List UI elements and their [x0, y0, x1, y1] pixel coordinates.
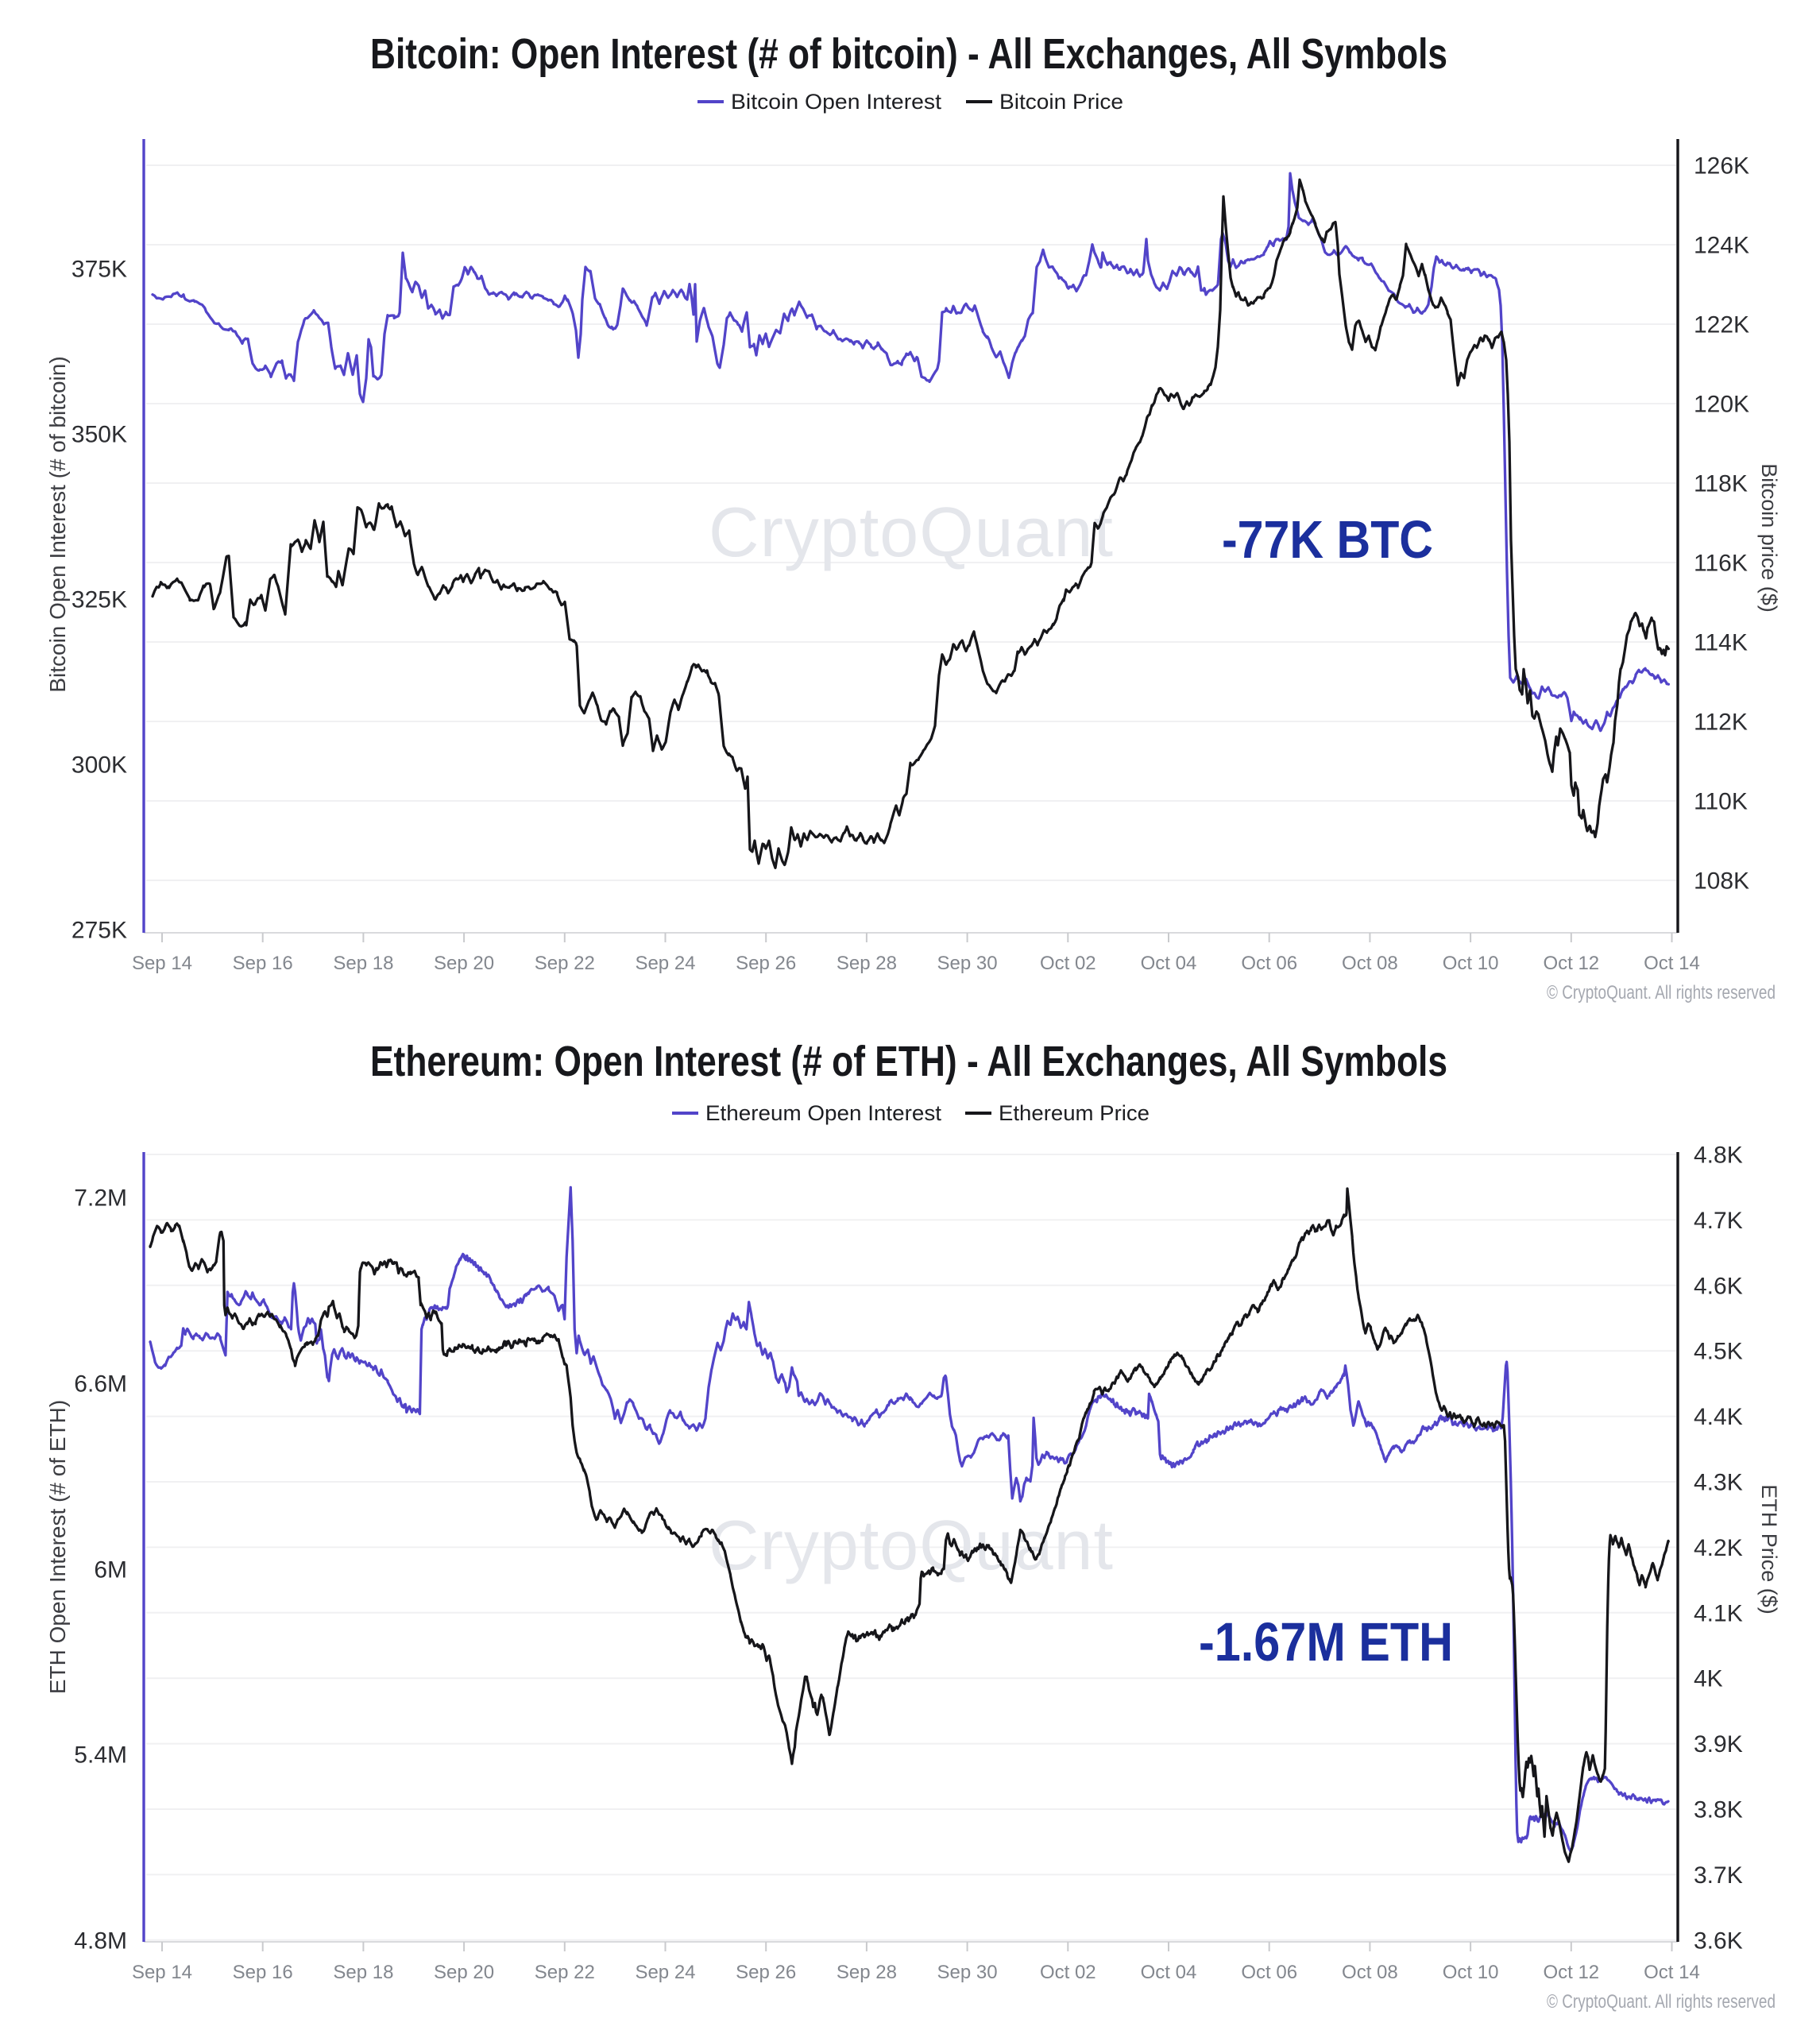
svg-text:© CryptoQuant. All rights rese: © CryptoQuant. All rights reserved: [1547, 1991, 1776, 2013]
svg-text:Oct 06: Oct 06: [1241, 953, 1297, 974]
svg-text:110K: 110K: [1694, 789, 1748, 815]
svg-text:3.9K: 3.9K: [1694, 1731, 1743, 1758]
svg-text:Oct 14: Oct 14: [1644, 953, 1700, 974]
svg-text:Sep 26: Sep 26: [736, 953, 796, 974]
svg-text:Oct 06: Oct 06: [1241, 1962, 1297, 1983]
svg-text:Oct 12: Oct 12: [1543, 953, 1599, 974]
svg-text:CryptoQuant: CryptoQuant: [709, 493, 1114, 571]
svg-text:ETH Price ($): ETH Price ($): [1757, 1484, 1781, 1614]
svg-text:6M: 6M: [94, 1557, 127, 1584]
svg-text:375K: 375K: [71, 257, 127, 283]
svg-text:300K: 300K: [71, 752, 127, 779]
svg-text:Oct 14: Oct 14: [1644, 1962, 1700, 1983]
svg-text:122K: 122K: [1694, 312, 1749, 338]
svg-text:Sep 30: Sep 30: [937, 1962, 998, 1983]
svg-text:Oct 10: Oct 10: [1443, 953, 1499, 974]
svg-text:Sep 20: Sep 20: [434, 1962, 494, 1983]
svg-text:Sep 28: Sep 28: [837, 1962, 897, 1983]
svg-text:114K: 114K: [1694, 630, 1748, 656]
svg-text:Bitcoin: Open Interest (# of b: Bitcoin: Open Interest (# of bitcoin) - …: [370, 30, 1447, 78]
svg-text:4K: 4K: [1694, 1666, 1723, 1692]
svg-text:Oct 10: Oct 10: [1443, 1962, 1499, 1983]
svg-text:Oct 04: Oct 04: [1141, 953, 1197, 974]
svg-text:Sep 22: Sep 22: [535, 1962, 595, 1983]
svg-text:Sep 16: Sep 16: [233, 953, 293, 974]
svg-text:118K: 118K: [1694, 471, 1748, 497]
svg-text:350K: 350K: [71, 422, 127, 448]
svg-text:Ethereum Price: Ethereum Price: [999, 1101, 1150, 1125]
svg-text:Sep 20: Sep 20: [434, 953, 494, 974]
svg-text:Bitcoin price ($): Bitcoin price ($): [1757, 463, 1781, 613]
svg-text:Sep 30: Sep 30: [937, 953, 998, 974]
svg-text:4.1K: 4.1K: [1694, 1600, 1743, 1626]
svg-text:Bitcoin Open Interest (# of bi: Bitcoin Open Interest (# of bitcoin): [45, 356, 70, 692]
svg-text:Sep 14: Sep 14: [132, 1962, 192, 1983]
svg-text:4.6K: 4.6K: [1694, 1273, 1743, 1299]
svg-text:325K: 325K: [71, 587, 127, 613]
svg-text:Sep 14: Sep 14: [132, 953, 192, 974]
svg-text:Oct 02: Oct 02: [1040, 1962, 1096, 1983]
svg-text:3.7K: 3.7K: [1694, 1862, 1743, 1889]
svg-text:Ethereum Open Interest: Ethereum Open Interest: [705, 1101, 942, 1125]
svg-text:5.4M: 5.4M: [74, 1742, 127, 1769]
svg-text:4.4K: 4.4K: [1694, 1404, 1743, 1430]
svg-text:116K: 116K: [1694, 551, 1748, 577]
svg-text:Oct 12: Oct 12: [1543, 1962, 1599, 1983]
svg-text:108K: 108K: [1694, 868, 1749, 895]
svg-text:CryptoQuant: CryptoQuant: [709, 1506, 1114, 1584]
svg-text:124K: 124K: [1694, 233, 1749, 259]
svg-text:Oct 08: Oct 08: [1342, 1962, 1398, 1983]
svg-text:Bitcoin Price: Bitcoin Price: [999, 90, 1123, 114]
svg-text:Sep 18: Sep 18: [333, 1962, 393, 1983]
svg-text:© CryptoQuant. All rights rese: © CryptoQuant. All rights reserved: [1547, 982, 1776, 1003]
svg-text:6.6M: 6.6M: [74, 1371, 127, 1398]
svg-text:Sep 22: Sep 22: [535, 953, 595, 974]
svg-text:Sep 16: Sep 16: [233, 1962, 293, 1983]
svg-text:4.5K: 4.5K: [1694, 1339, 1743, 1365]
svg-text:120K: 120K: [1694, 392, 1749, 418]
svg-text:4.2K: 4.2K: [1694, 1535, 1743, 1561]
svg-text:Ethereum: Open Interest (# of: Ethereum: Open Interest (# of ETH) - All…: [370, 1038, 1447, 1085]
svg-text:-1.67M ETH: -1.67M ETH: [1199, 1611, 1453, 1672]
svg-text:Oct 04: Oct 04: [1141, 1962, 1197, 1983]
svg-text:Sep 28: Sep 28: [837, 953, 897, 974]
svg-text:Sep 24: Sep 24: [635, 953, 695, 974]
svg-text:4.7K: 4.7K: [1694, 1208, 1743, 1234]
svg-text:3.6K: 3.6K: [1694, 1928, 1743, 1954]
svg-text:ETH Open Interest (# of ETH): ETH Open Interest (# of ETH): [45, 1400, 70, 1694]
svg-text:126K: 126K: [1694, 153, 1749, 180]
svg-text:3.8K: 3.8K: [1694, 1797, 1743, 1823]
svg-text:Sep 26: Sep 26: [736, 1962, 796, 1983]
svg-text:Oct 02: Oct 02: [1040, 953, 1096, 974]
svg-text:7.2M: 7.2M: [74, 1185, 127, 1212]
svg-text:-77K BTC: -77K BTC: [1222, 510, 1433, 570]
svg-text:275K: 275K: [71, 918, 127, 944]
svg-text:4.8K: 4.8K: [1694, 1143, 1743, 1169]
svg-text:Sep 18: Sep 18: [333, 953, 393, 974]
svg-text:Oct 08: Oct 08: [1342, 953, 1398, 974]
svg-text:4.8M: 4.8M: [74, 1928, 127, 1955]
svg-text:Sep 24: Sep 24: [635, 1962, 695, 1983]
svg-text:4.3K: 4.3K: [1694, 1470, 1743, 1496]
svg-text:112K: 112K: [1694, 710, 1748, 736]
svg-text:Bitcoin Open Interest: Bitcoin Open Interest: [731, 90, 942, 114]
